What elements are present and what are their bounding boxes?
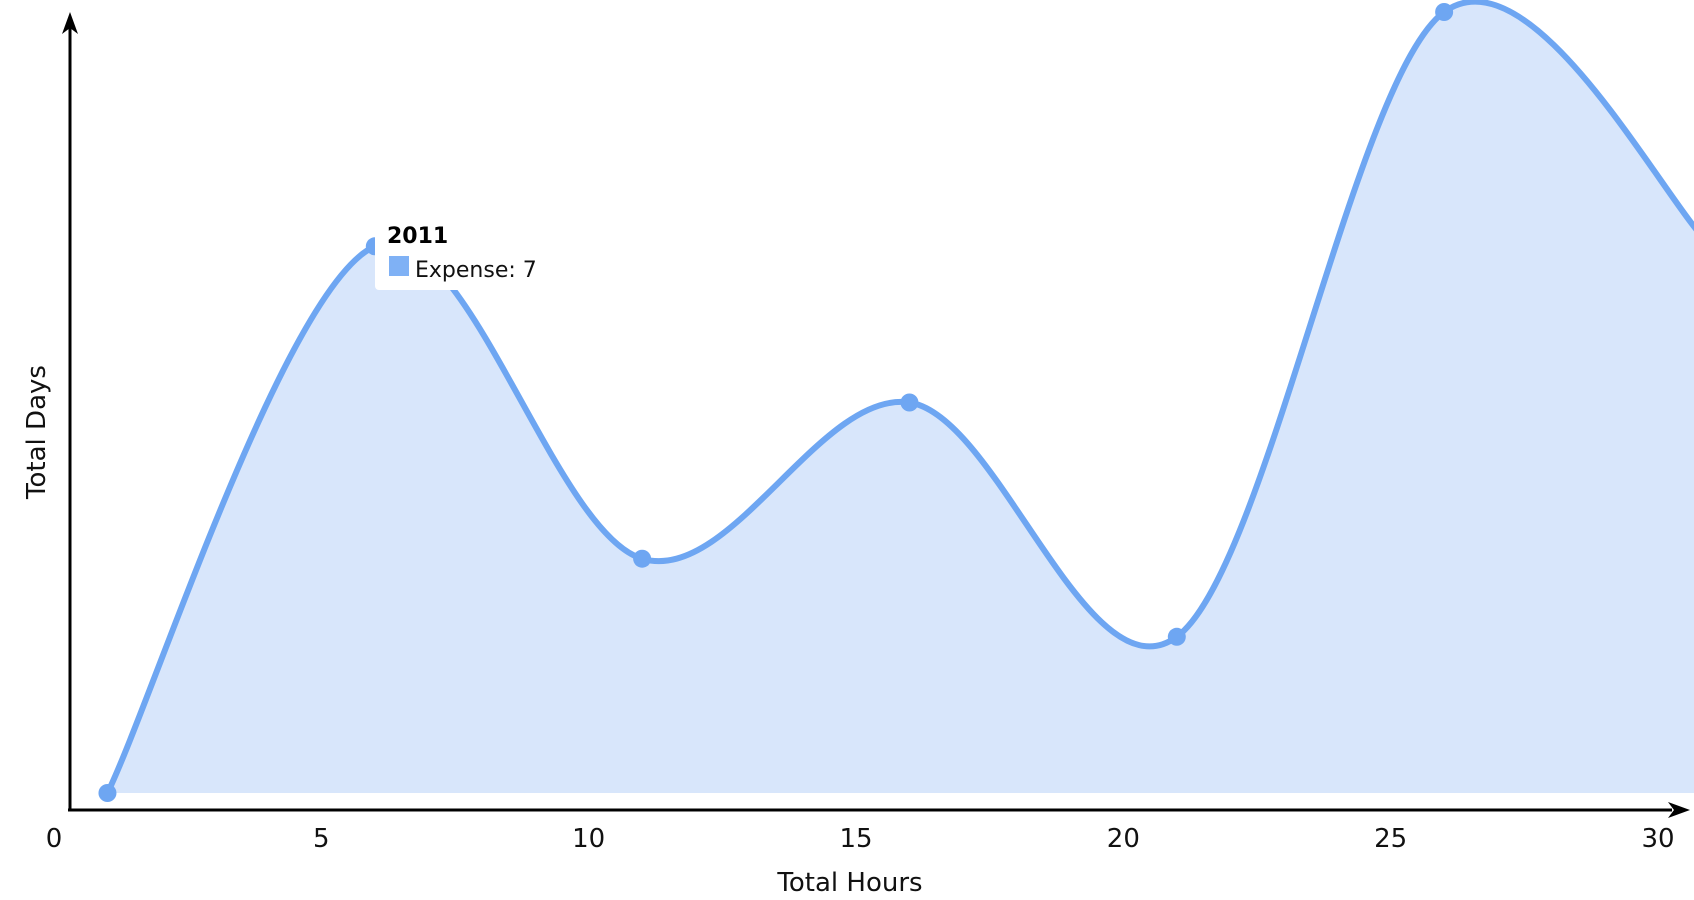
x-tick-label: 10	[572, 824, 605, 854]
data-point[interactable]	[633, 549, 652, 568]
x-tick-label: 0	[46, 824, 63, 854]
tooltip-value: Expense: 7	[415, 258, 537, 283]
x-tick-label: 30	[1641, 824, 1674, 854]
y-axis-arrow	[62, 12, 78, 34]
x-axis-arrow	[1668, 802, 1690, 818]
y-axis-title: Total Days	[22, 365, 52, 500]
area-fill	[107, 1, 1694, 793]
data-point[interactable]	[1435, 3, 1454, 21]
x-tick-label: 5	[313, 824, 330, 854]
x-tick-label: 15	[839, 824, 872, 854]
x-tick-labels: 0 5 10 15 20 25 30	[46, 824, 1675, 854]
tooltip: 2011 Expense: 7	[375, 214, 575, 290]
x-tick-label: 25	[1374, 824, 1407, 854]
x-axis-title: Total Hours	[776, 868, 922, 898]
tooltip-title: 2011	[387, 224, 449, 249]
data-point[interactable]	[1167, 627, 1186, 646]
tooltip-series-swatch	[389, 256, 409, 276]
data-point[interactable]	[98, 784, 117, 802]
data-points	[98, 3, 1454, 802]
x-tick-label: 20	[1107, 824, 1140, 854]
data-point[interactable]	[900, 393, 919, 412]
